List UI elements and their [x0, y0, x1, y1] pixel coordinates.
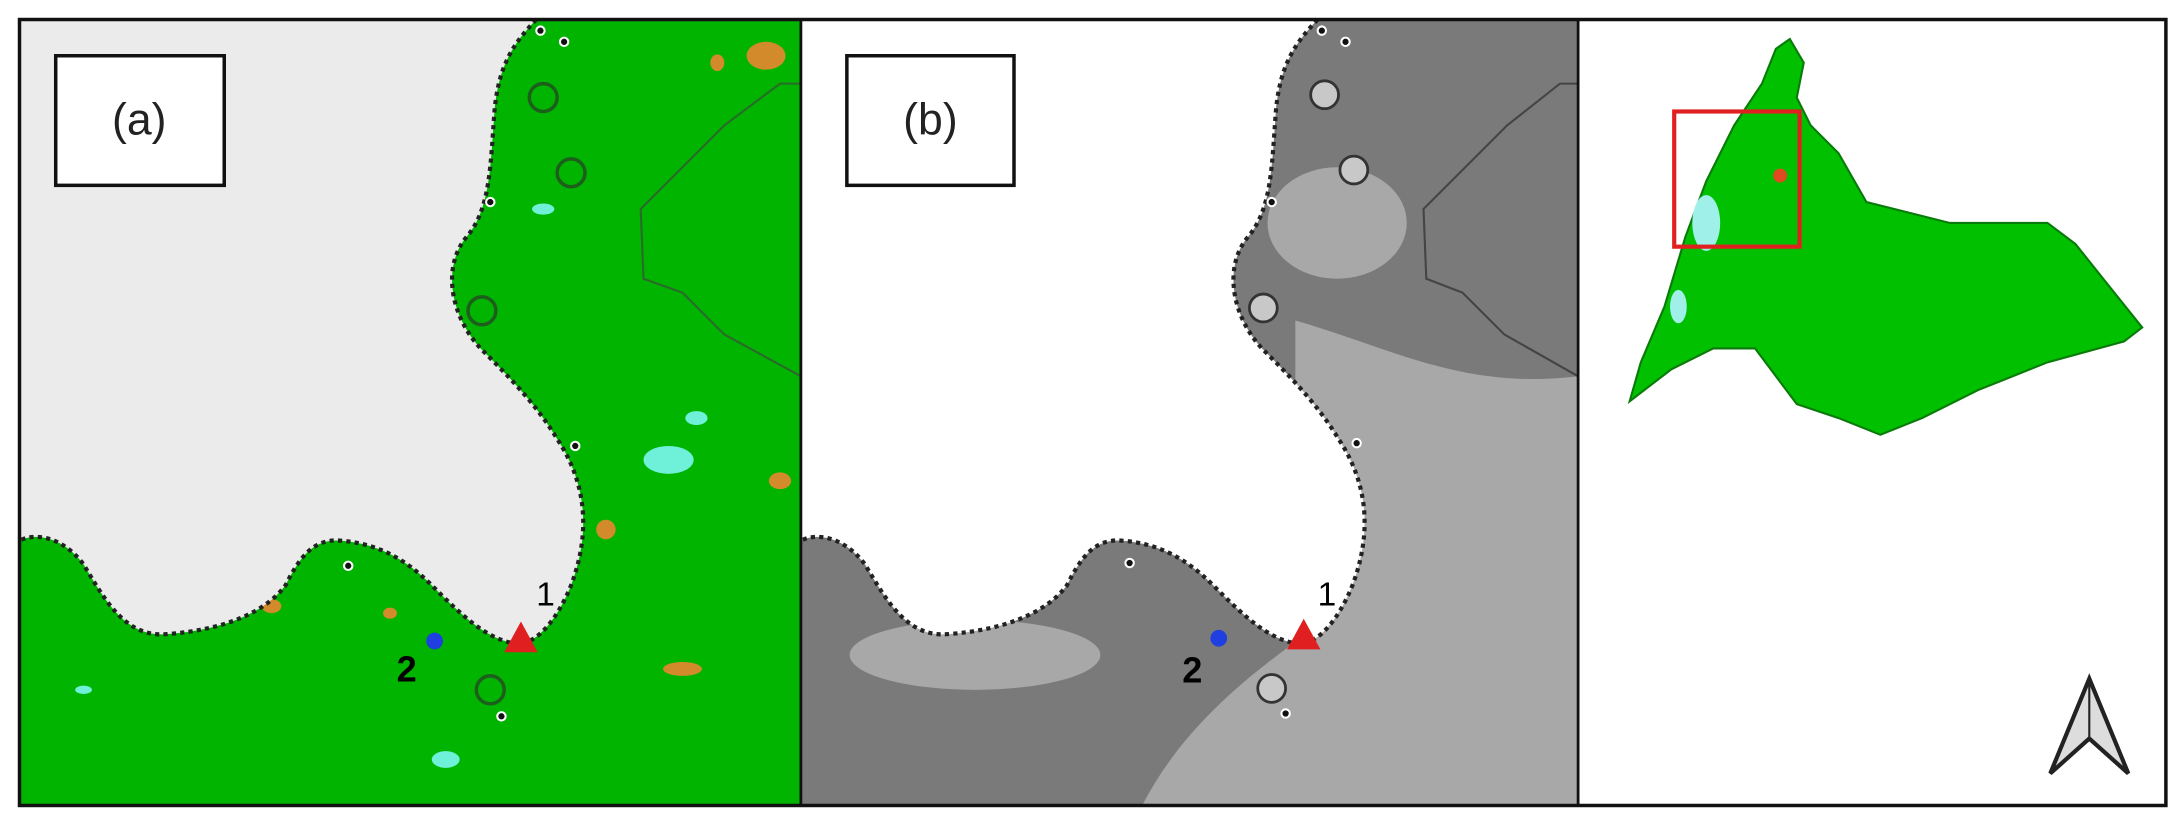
panel-label: (a): [112, 95, 166, 144]
point-label: 1: [536, 576, 555, 613]
overview: [1627, 37, 2144, 775]
point-label: 1: [1318, 576, 1337, 613]
point-label: 2: [397, 648, 417, 689]
boundary: [639, 82, 801, 378]
dots: [1124, 25, 1362, 719]
frame: [17, 17, 2168, 808]
station-triangle: [1287, 618, 1321, 650]
patches-orange: [261, 41, 792, 676]
hotspot: [1773, 168, 1788, 183]
point-label: 2: [1182, 650, 1202, 691]
extent-box: [1672, 109, 1802, 249]
patches: [75, 203, 708, 768]
station-triangle: [504, 621, 538, 653]
sites: [466, 81, 587, 706]
station-dot: [426, 632, 443, 650]
patches: [1670, 195, 1721, 324]
label-box: [845, 54, 1016, 188]
dots: [342, 25, 581, 722]
island: [1627, 37, 2144, 436]
boundary: [1422, 82, 1579, 378]
panel-label: (b): [903, 95, 957, 144]
sites: [1247, 79, 1370, 704]
label-box: [53, 54, 226, 188]
station-dot: [1210, 629, 1228, 647]
